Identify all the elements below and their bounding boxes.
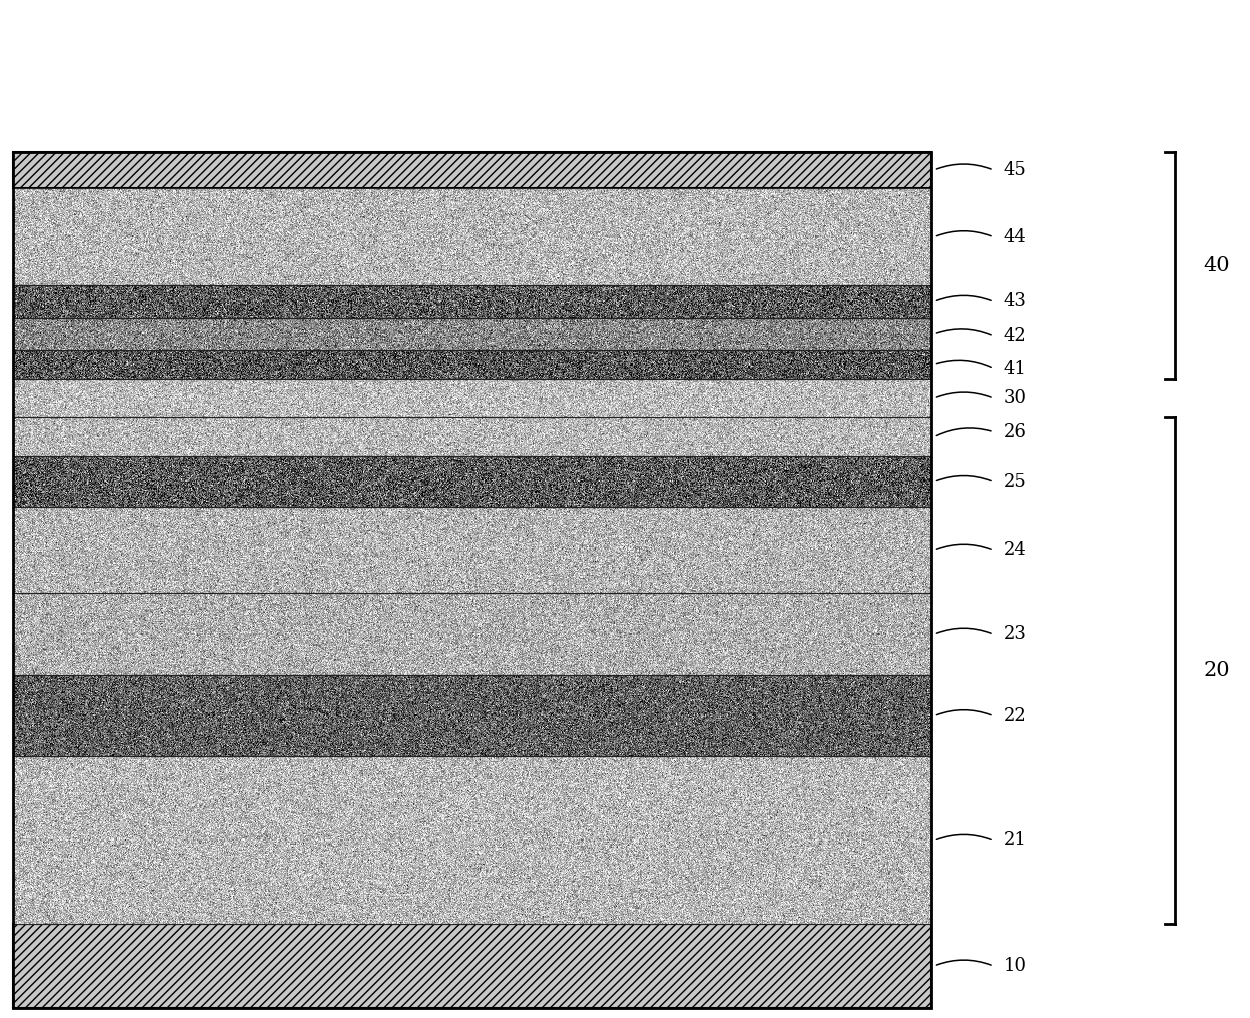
Text: 21: 21 bbox=[1004, 832, 1026, 849]
Bar bbox=[12, 152, 931, 188]
Bar bbox=[12, 318, 931, 350]
Text: 45: 45 bbox=[1004, 161, 1026, 179]
Text: 24: 24 bbox=[1004, 542, 1026, 559]
Bar bbox=[12, 188, 931, 285]
Bar bbox=[12, 593, 931, 675]
Text: 41: 41 bbox=[1004, 359, 1026, 378]
Text: 40: 40 bbox=[1204, 256, 1230, 275]
Text: 10: 10 bbox=[1004, 957, 1026, 975]
Bar bbox=[12, 924, 931, 1008]
Bar bbox=[12, 417, 931, 456]
Text: 25: 25 bbox=[1004, 472, 1026, 491]
Bar bbox=[12, 350, 931, 379]
Bar bbox=[12, 756, 931, 924]
Bar bbox=[12, 924, 931, 1008]
Text: 42: 42 bbox=[1004, 327, 1026, 345]
Text: 20: 20 bbox=[1204, 662, 1230, 680]
Text: 30: 30 bbox=[1004, 389, 1026, 407]
Text: 23: 23 bbox=[1004, 625, 1026, 643]
Bar bbox=[12, 675, 931, 756]
Text: 43: 43 bbox=[1004, 292, 1026, 310]
Bar bbox=[12, 152, 931, 1008]
Text: 44: 44 bbox=[1004, 228, 1026, 245]
Text: 26: 26 bbox=[1004, 422, 1026, 441]
Text: 22: 22 bbox=[1004, 706, 1026, 725]
Bar bbox=[12, 456, 931, 507]
Bar bbox=[12, 152, 931, 188]
Bar bbox=[12, 285, 931, 318]
Bar bbox=[12, 507, 931, 593]
Bar bbox=[12, 379, 931, 417]
